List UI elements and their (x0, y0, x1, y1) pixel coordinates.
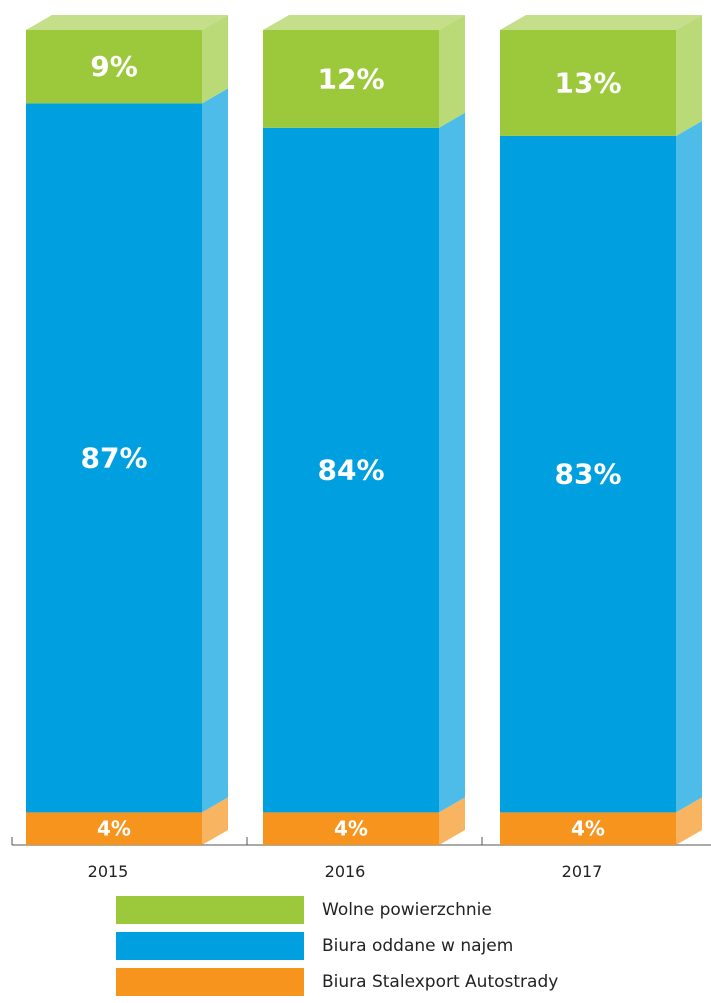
bar-segment (263, 127, 439, 813)
data-label: 83% (554, 458, 621, 491)
bar-segment-side (676, 120, 702, 813)
legend-label-wolne: Wolne powierzchnie (322, 900, 492, 920)
bar-top (26, 15, 228, 30)
bar-segment (500, 812, 676, 845)
data-label: 4% (334, 817, 368, 841)
bar-segment-side (202, 88, 228, 813)
data-label: 4% (571, 817, 605, 841)
bar-segment (263, 30, 439, 128)
bar-top (500, 15, 702, 30)
data-label: 13% (554, 66, 621, 99)
legend-label-stalexport: Biura Stalexport Autostrady (322, 972, 559, 992)
bar-top (263, 15, 465, 30)
x-tick-label: 2017 (562, 862, 603, 881)
legend: Wolne powierzchnie Biura oddane w najem … (116, 895, 558, 1003)
legend-swatch-wolne (116, 896, 304, 924)
data-label: 12% (317, 62, 384, 95)
legend-item-wolne: Wolne powierzchnie (116, 895, 558, 925)
data-label: 87% (80, 441, 147, 474)
bar-segment-side (202, 797, 228, 845)
bar-segment (26, 30, 202, 104)
bar-segment (263, 812, 439, 845)
bars (26, 15, 702, 845)
x-tick-labels: 2015 2016 2017 (88, 862, 603, 881)
data-label: 84% (317, 454, 384, 487)
bar-segment (26, 812, 202, 845)
bar-segment (26, 103, 202, 813)
legend-swatch-stalexport (116, 968, 304, 996)
legend-swatch-najem (116, 932, 304, 960)
bar-segment-side (439, 797, 465, 845)
data-label: 4% (97, 817, 131, 841)
legend-item-najem: Biura oddane w najem (116, 931, 558, 961)
bar-segment-side (439, 112, 465, 813)
bar-segment-side (676, 15, 702, 136)
x-tick-label: 2015 (88, 862, 129, 881)
bar-segment-side (676, 797, 702, 845)
bar-segment-side (202, 15, 228, 104)
bar-segment-side (439, 15, 465, 128)
legend-item-stalexport: Biura Stalexport Autostrady (116, 967, 558, 997)
legend-label-najem: Biura oddane w najem (322, 936, 514, 956)
data-labels: 4% 87% 9% 4% 84% 12% 4% 83% 13% (80, 50, 621, 841)
data-label: 9% (90, 50, 138, 83)
bar-segment (500, 135, 676, 813)
x-tick-label: 2016 (325, 862, 366, 881)
bar-segment (500, 30, 676, 136)
